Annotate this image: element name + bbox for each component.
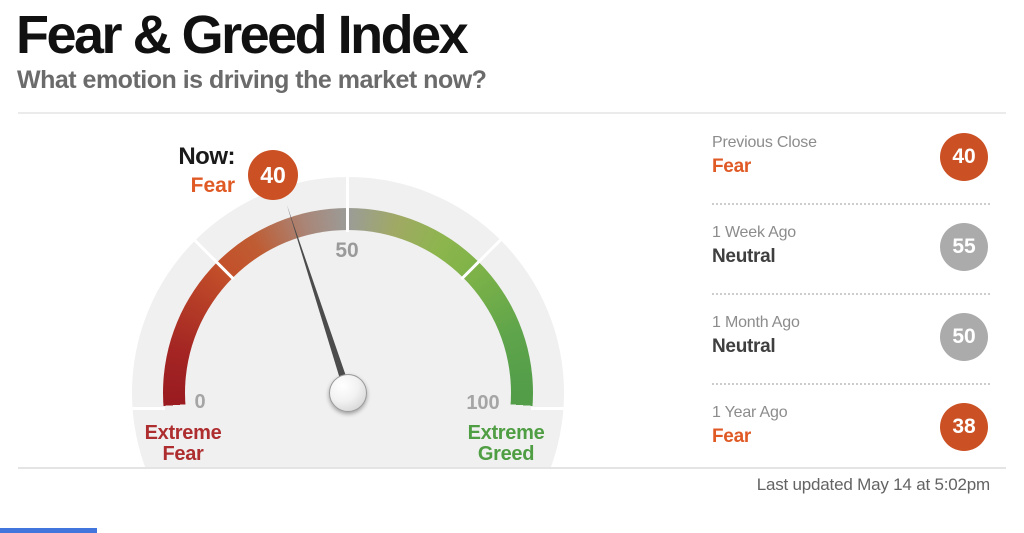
history-rating: Fear [712,156,751,177]
history-row-previous-close: Previous Close Fear 40 [712,115,990,203]
history-label: 1 Week Ago [712,224,796,241]
now-readout: Now: Fear [95,143,235,198]
extreme-fear-line1: Extreme [144,422,222,444]
gauge: 0 50 100 Extreme Fear Extreme Greed Now:… [0,115,705,467]
history-label: Previous Close [712,134,817,151]
extreme-fear-label: Extreme Fear [108,423,258,465]
gauge-tick-50 [346,176,349,232]
extreme-greed-line1: Extreme [467,422,545,444]
top-divider [18,112,1006,114]
history-label: 1 Year Ago [712,404,788,421]
last-updated-text: Last updated May 14 at 5:02pm [756,475,991,494]
bottom-divider [18,467,1006,469]
gauge-needle-hub [329,374,367,412]
extreme-fear-line2: Fear [162,443,204,465]
history-rating: Fear [712,426,751,447]
gauge-baseline-left [125,407,165,410]
gauge-scale-0: 0 [194,391,206,413]
bottom-blue-bar [0,528,97,533]
page-title: Fear & Greed Index [16,5,469,65]
history-row-1-year: 1 Year Ago Fear 38 [712,383,990,473]
history-value-badge: 38 [940,403,988,451]
now-rating: Fear [190,174,235,197]
extreme-greed-line2: Greed [477,443,535,465]
history-rating: Neutral [712,336,776,357]
history-value-badge: 50 [940,313,988,361]
gauge-scale-100: 100 [466,392,500,414]
history-row-1-week: 1 Week Ago Neutral 55 [712,203,990,293]
gauge-baseline-right [531,407,571,410]
history-row-1-month: 1 Month Ago Neutral 50 [712,293,990,383]
page-subtitle: What emotion is driving the market now? [17,66,487,94]
now-label: Now: [178,143,235,170]
gauge-scale-50: 50 [335,239,359,262]
history-value-badge: 55 [940,223,988,271]
history-panel: Previous Close Fear 40 1 Week Ago Neutra… [712,115,990,473]
now-value-badge: 40 [248,150,298,200]
history-label: 1 Month Ago [712,314,800,331]
history-value-badge: 40 [940,133,988,181]
extreme-greed-label: Extreme Greed [431,423,581,465]
history-rating: Neutral [712,246,776,267]
